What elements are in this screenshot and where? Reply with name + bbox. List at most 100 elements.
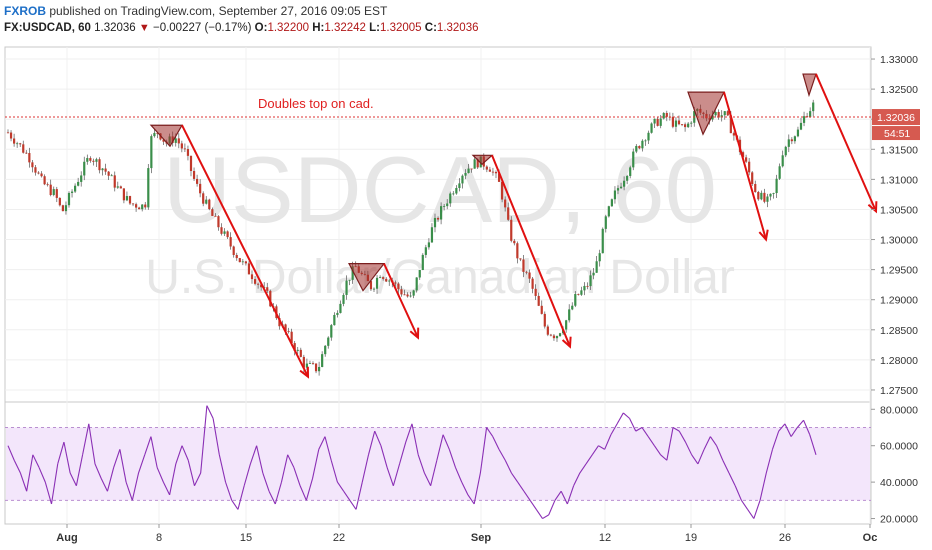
candle-body bbox=[122, 188, 125, 201]
rsi-segment bbox=[131, 472, 140, 501]
candle-body bbox=[403, 294, 406, 296]
rsi-segment bbox=[809, 434, 817, 455]
rsi-segment bbox=[598, 445, 605, 450]
candle-body bbox=[635, 145, 638, 152]
y-tick-label: 1.32500 bbox=[880, 84, 918, 96]
rsi-segment bbox=[585, 454, 593, 465]
candle-body bbox=[626, 175, 629, 181]
candle-body bbox=[592, 272, 595, 276]
candle-body bbox=[98, 159, 101, 171]
candle-body bbox=[31, 162, 34, 168]
candle-body bbox=[369, 281, 373, 290]
rsi-segment bbox=[38, 467, 46, 483]
author-link[interactable]: FXROB bbox=[4, 4, 46, 18]
candle-body bbox=[446, 203, 449, 207]
rsi-segment bbox=[330, 460, 338, 483]
rsi-segment bbox=[691, 454, 699, 465]
rsi-axis[interactable]: 80.0000 60.0000 40.0000 20.0000 bbox=[871, 404, 918, 526]
rsi-segment bbox=[778, 423, 786, 432]
candle-body bbox=[205, 199, 208, 204]
candle-body bbox=[723, 111, 726, 116]
countdown-tag bbox=[872, 126, 920, 141]
candle-body bbox=[400, 289, 403, 295]
price-pane[interactable] bbox=[4, 46, 872, 403]
double-top-triangle bbox=[348, 263, 386, 292]
candle-body bbox=[662, 112, 665, 119]
rsi-line bbox=[7, 405, 817, 520]
rsi-segment bbox=[784, 423, 792, 437]
candle-body bbox=[238, 258, 241, 263]
candle-body bbox=[40, 173, 43, 177]
candle-body bbox=[656, 118, 659, 126]
price-axis[interactable]: 1.330001.325001.320001.315001.310001.305… bbox=[871, 54, 920, 397]
candle-body bbox=[52, 189, 55, 195]
rsi-segment bbox=[436, 434, 444, 461]
trend-arrow-head bbox=[299, 366, 310, 379]
price-chart[interactable]: USDCAD, 60 U.S. Dollar/Canadian Dollar D… bbox=[0, 40, 932, 550]
candle-body bbox=[754, 183, 757, 193]
trend-arrow-head bbox=[758, 229, 769, 242]
candle-body bbox=[19, 143, 22, 145]
candle-body bbox=[67, 192, 71, 206]
high-label: H: bbox=[312, 22, 325, 34]
rsi-segment bbox=[355, 481, 363, 510]
candle-body bbox=[610, 199, 613, 207]
rsi-segment bbox=[467, 494, 475, 505]
rsi-segment bbox=[672, 427, 680, 432]
y-tick-label: 1.30000 bbox=[880, 235, 918, 247]
rsi-segment bbox=[100, 478, 108, 492]
rsi-segment bbox=[560, 490, 568, 505]
rsi-segment bbox=[268, 490, 276, 505]
candle-body bbox=[513, 240, 516, 244]
candle-body bbox=[629, 167, 632, 176]
candle-body bbox=[528, 272, 531, 279]
candle-body bbox=[601, 228, 604, 254]
time-axis[interactable]: Aug 8 15 22 Sep 12 19 26 Oc bbox=[56, 524, 877, 544]
ohlc-legend: FX:USDCAD, 60 1.32036 ▼ −0.00227 (−0.17%… bbox=[4, 22, 479, 34]
rsi-segment bbox=[212, 418, 220, 455]
rsi-segment bbox=[734, 485, 742, 501]
candle-body bbox=[732, 133, 735, 136]
candle-body bbox=[604, 216, 607, 229]
double-top-triangle bbox=[687, 91, 725, 136]
candle-body bbox=[580, 290, 583, 295]
rsi-segment bbox=[492, 436, 500, 450]
rsi-segment bbox=[324, 436, 332, 461]
candle-body bbox=[537, 295, 540, 306]
trend-arrow-head bbox=[409, 327, 420, 340]
rsi-segment bbox=[504, 460, 512, 474]
candle-body bbox=[552, 335, 556, 339]
candle-body bbox=[287, 331, 290, 333]
rsi-segment bbox=[566, 485, 575, 505]
candle-body bbox=[729, 115, 732, 134]
candle-body bbox=[565, 320, 568, 330]
candle-body bbox=[571, 305, 574, 310]
candle-body bbox=[491, 171, 495, 173]
rsi-segment bbox=[591, 445, 599, 456]
candle-body bbox=[119, 186, 122, 189]
rsi-segment bbox=[82, 423, 90, 455]
y-tick-label: 1.29500 bbox=[880, 265, 918, 277]
candle-body bbox=[650, 123, 653, 133]
rsi-segment bbox=[150, 436, 158, 468]
rsi-band-fill bbox=[6, 427, 870, 501]
rsi-segment bbox=[461, 481, 469, 496]
candle-body bbox=[690, 122, 693, 124]
y-tick-label: 1.30500 bbox=[880, 204, 918, 216]
candle-body bbox=[324, 345, 327, 355]
x-tick-label: 22 bbox=[333, 532, 345, 544]
rsi-segment bbox=[771, 430, 780, 450]
candle-body bbox=[436, 217, 440, 220]
candle-body bbox=[318, 366, 321, 372]
candle-body bbox=[70, 191, 74, 193]
x-tick-label: 8 bbox=[156, 532, 162, 544]
candle-body bbox=[113, 175, 116, 188]
rsi-segment bbox=[548, 500, 556, 516]
candle-body bbox=[497, 173, 501, 182]
rsi-segment bbox=[423, 472, 432, 487]
candle-body bbox=[760, 192, 763, 200]
candle-body bbox=[619, 186, 623, 189]
open-label: O: bbox=[254, 22, 268, 34]
rsi-segment bbox=[237, 485, 245, 510]
rsi-segment bbox=[473, 472, 481, 505]
